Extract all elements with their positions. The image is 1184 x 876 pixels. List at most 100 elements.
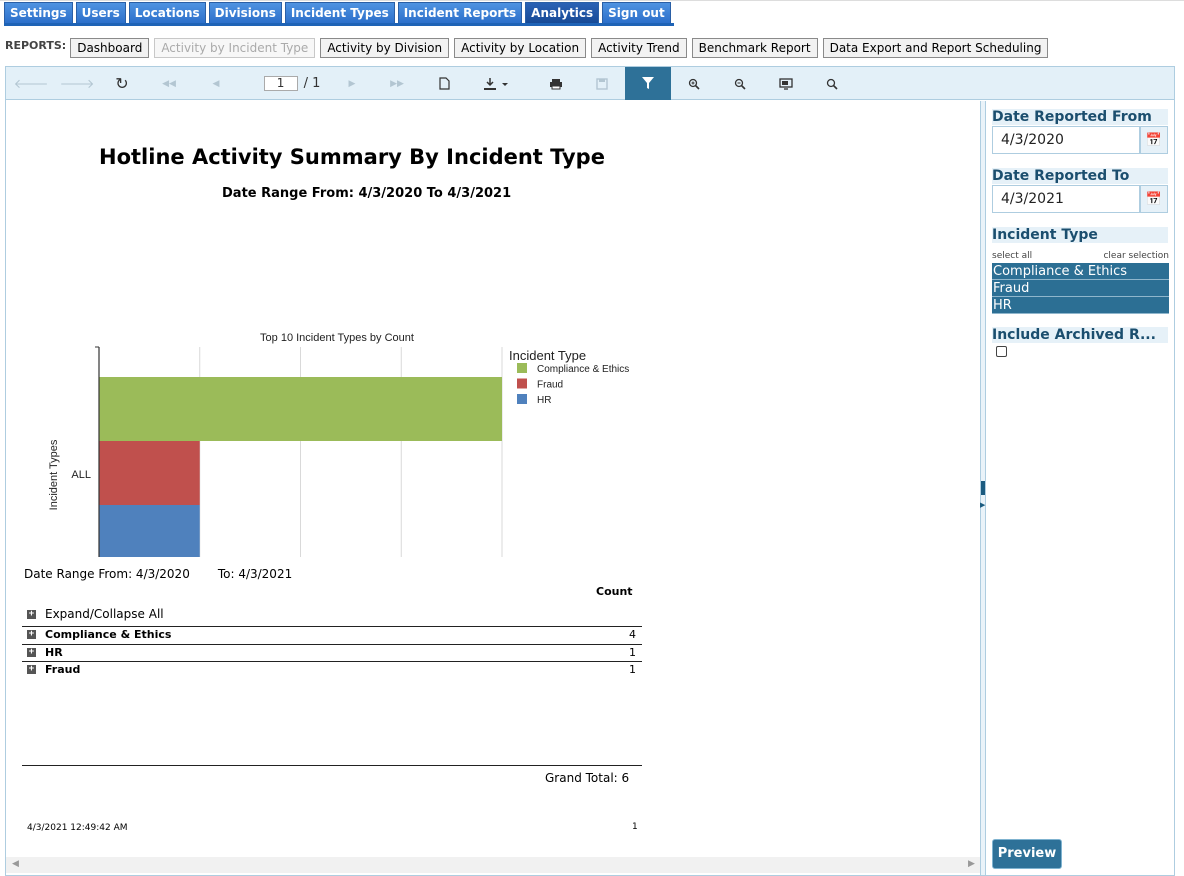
forward-icon[interactable]: 🡒 [59, 76, 95, 92]
row-count: 1 [629, 646, 636, 659]
page-number-input[interactable]: 1 [263, 76, 298, 91]
date-to-label: Date Reported To [992, 168, 1168, 184]
incident-type-option[interactable]: Compliance & Ethics [992, 263, 1169, 280]
report-title: Hotline Activity Summary By Incident Typ… [99, 145, 605, 169]
footer-timestamp: 4/3/2021 12:49:42 AM [27, 823, 128, 833]
report-data-export-button[interactable]: Data Export and Report Scheduling [822, 38, 1049, 58]
bar-hr [99, 505, 200, 557]
fullscreen-icon[interactable] [775, 67, 797, 100]
nav-tab-sign-out[interactable]: Sign out [602, 2, 671, 23]
row-label: Compliance & Ethics [45, 628, 172, 641]
legend-title: Incident Type [509, 348, 586, 363]
viewer-toolbar: 🡐 🡒 ↻ ◀◀ ◀ 1 / 1 ▶ ▶▶ [6, 67, 1174, 100]
chart-title: Top 10 Incident Types by Count [260, 332, 414, 344]
report-activity-by-division-button[interactable]: Activity by Division [320, 38, 450, 58]
last-page-icon[interactable]: ▶▶ [390, 78, 404, 89]
nav-tab-analytics[interactable]: Analytics [525, 2, 600, 23]
calendar-icon[interactable]: 📅 [1140, 126, 1168, 154]
scroll-right-icon[interactable]: ▶ [968, 859, 975, 869]
page-total: / 1 [303, 76, 321, 91]
incident-type-label: Incident Type [992, 227, 1168, 243]
y-category-label: ALL [71, 469, 91, 481]
incident-type-option[interactable]: Fraud [992, 280, 1169, 297]
expand-collapse-all[interactable]: + Expand/Collapse All [27, 607, 164, 621]
row-count: 4 [629, 628, 636, 641]
main-nav: Settings Users Locations Divisions Incid… [4, 2, 674, 26]
nav-tab-divisions[interactable]: Divisions [208, 2, 282, 23]
report-activity-trend-button[interactable]: Activity Trend [591, 38, 687, 58]
bar-compliance-ethics [99, 377, 502, 441]
row-count: 1 [629, 663, 636, 676]
expand-collapse-label: Expand/Collapse All [45, 607, 164, 621]
table-row: + Fraud 1 [22, 661, 642, 677]
report-activity-by-incident-type-button: Activity by Incident Type [154, 38, 316, 58]
reports-bar: REPORTS: Dashboard Activity by Incident … [5, 37, 1053, 59]
save-icon[interactable] [591, 67, 613, 100]
collapse-arrow-icon[interactable]: ▶ [980, 501, 986, 509]
row-label: HR [45, 646, 63, 659]
include-archived-label: Include Archived R... [992, 327, 1168, 343]
legend-swatch [517, 394, 527, 404]
splitter-handle[interactable] [981, 481, 985, 495]
legend-label: HR [537, 395, 551, 406]
include-archived-checkbox[interactable] [996, 346, 1007, 357]
legend-swatch [517, 378, 527, 389]
zoom-out-icon[interactable] [729, 67, 751, 100]
next-page-icon[interactable]: ▶ [348, 78, 356, 89]
search-icon[interactable] [821, 67, 843, 100]
preview-button[interactable]: Preview [992, 839, 1062, 869]
expand-icon[interactable]: + [27, 608, 36, 619]
print-icon[interactable] [545, 67, 567, 100]
table-row: + HR 1 [22, 644, 642, 660]
incident-type-option[interactable]: HR [992, 297, 1169, 314]
parameters-panel: Date Reported From 4/3/2020 📅 Date Repor… [986, 101, 1174, 875]
horizontal-scrollbar[interactable]: ◀ ▶ [6, 857, 980, 873]
nav-tab-locations[interactable]: Locations [128, 2, 206, 23]
nav-tab-incident-types[interactable]: Incident Types [284, 2, 395, 23]
date-from-input[interactable]: 4/3/2020 [992, 126, 1140, 154]
grand-total-divider [22, 765, 642, 766]
bar-fraud [99, 441, 200, 505]
bar-chart: Top 10 Incident Types by Count01234ALLCo… [48, 332, 629, 557]
clear-selection-link[interactable]: clear selection [1103, 251, 1169, 261]
zoom-in-icon[interactable] [683, 67, 705, 100]
row-label: Fraud [45, 663, 81, 676]
report-page: Hotline Activity Summary By Incident Typ… [6, 101, 980, 875]
legend-label: Fraud [537, 380, 563, 391]
y-axis-title: Incident Types [48, 439, 60, 510]
reports-label: REPORTS: [5, 38, 67, 52]
document-map-icon[interactable] [433, 67, 455, 100]
select-all-link[interactable]: select all [992, 251, 1033, 261]
date-to-input[interactable]: 4/3/2021 [992, 185, 1140, 213]
date-range-from: Date Range From: 4/3/2020 [24, 567, 190, 581]
grand-total: Grand Total: 6 [545, 771, 630, 785]
report-subtitle: Date Range From: 4/3/2020 To 4/3/2021 [222, 186, 512, 201]
date-range-line: Date Range From: 4/3/2020 To: 4/3/2021 [24, 567, 320, 581]
legend-swatch [517, 363, 527, 373]
expand-icon[interactable]: + [27, 647, 36, 657]
footer-page-number: 1 [632, 822, 638, 832]
nav-tab-users[interactable]: Users [75, 2, 126, 23]
refresh-icon[interactable]: ↻ [115, 74, 129, 93]
nav-tab-settings[interactable]: Settings [4, 2, 73, 23]
scroll-left-icon[interactable]: ◀ [12, 859, 19, 869]
export-icon[interactable] [478, 67, 514, 100]
filter-icon[interactable] [625, 67, 671, 100]
expand-icon[interactable]: + [27, 664, 36, 674]
report-viewer: 🡐 🡒 ↻ ◀◀ ◀ 1 / 1 ▶ ▶▶ [5, 66, 1175, 876]
panel-splitter[interactable]: ▶ [980, 101, 986, 875]
page-navigator: 1 / 1 [252, 67, 332, 100]
previous-page-icon[interactable]: ◀ [212, 78, 220, 89]
top-border [0, 0, 1184, 1]
back-icon[interactable]: 🡐 [13, 76, 49, 92]
legend-label: Compliance & Ethics [537, 364, 629, 375]
selection-links: select all clear selection [992, 251, 1169, 261]
expand-icon[interactable]: + [27, 629, 36, 639]
report-benchmark-button[interactable]: Benchmark Report [691, 38, 818, 58]
table-row: + Compliance & Ethics 4 [22, 626, 642, 642]
report-activity-by-location-button[interactable]: Activity by Location [454, 38, 587, 58]
calendar-icon[interactable]: 📅 [1140, 185, 1168, 213]
nav-tab-incident-reports[interactable]: Incident Reports [397, 2, 523, 23]
first-page-icon[interactable]: ◀◀ [162, 78, 176, 89]
report-dashboard-button[interactable]: Dashboard [70, 38, 150, 58]
